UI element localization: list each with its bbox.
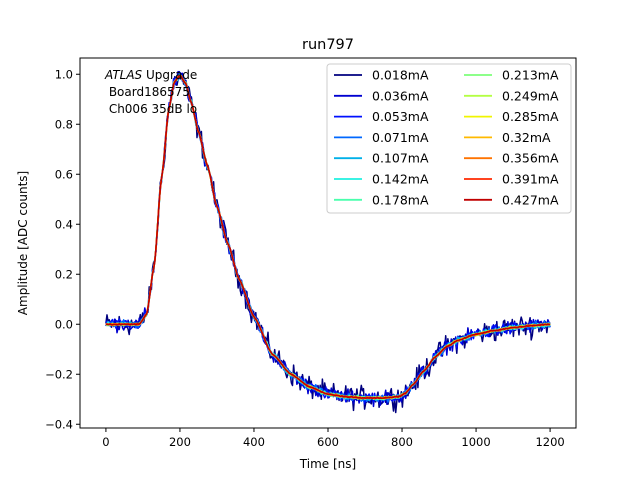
y-tick-label: 1.0: [55, 67, 73, 81]
legend-label: 0.107mA: [372, 151, 429, 166]
legend-label: 0.213mA: [502, 68, 559, 83]
legend-box: [326, 63, 572, 214]
legend-label: 0.071mA: [372, 130, 429, 145]
y-axis-label: Amplitude [ADC counts]: [16, 171, 30, 315]
atlas-annotation: ATLAS Upgrade Board186575 Ch006 35dB lo: [104, 68, 197, 116]
y-tick-label: 0.8: [55, 117, 73, 131]
x-tick-label: 400: [243, 435, 265, 449]
x-tick-label: 0: [102, 435, 109, 449]
x-axis-label: Time [ns]: [299, 457, 356, 471]
x-tick-label: 1000: [461, 435, 490, 449]
legend-label: 0.018mA: [372, 68, 429, 83]
legend-label: 0.249mA: [502, 88, 559, 103]
legend-label: 0.427mA: [502, 192, 559, 207]
y-tick-label: 0.2: [55, 267, 73, 281]
annotation-upgrade: Upgrade: [142, 68, 197, 82]
y-tick-label: 0.6: [55, 167, 73, 181]
x-tick-label: 1200: [535, 435, 564, 449]
legend: 0.018mA 0.036mA 0.053mA 0.071mA 0.107mA 0.142…: [326, 63, 572, 214]
annotation-line-2: Board186575: [105, 85, 190, 99]
legend-label: 0.391mA: [502, 172, 559, 187]
legend-label: 0.32mA: [502, 130, 551, 145]
y-tick-label: −0.4: [45, 417, 73, 431]
x-tick-label: 200: [169, 435, 191, 449]
legend-label: 0.053mA: [372, 109, 429, 124]
legend-label: 0.036mA: [372, 88, 429, 103]
x-tick-label: 600: [317, 435, 339, 449]
legend-label: 0.285mA: [502, 109, 559, 124]
y-tick-label: 0.0: [55, 317, 73, 331]
legend-label: 0.142mA: [372, 172, 429, 187]
legend-label: 0.356mA: [502, 151, 559, 166]
x-tick-label: 800: [391, 435, 413, 449]
x-axis: 0 200 400 600 800 1000 1200: [102, 428, 565, 449]
legend-label: 0.178mA: [372, 192, 429, 207]
annotation-line-3: Ch006 35dB lo: [105, 102, 197, 116]
annotation-line-1: ATLAS Upgrade: [104, 68, 197, 82]
annotation-atlas: ATLAS: [104, 68, 143, 82]
y-axis: −0.4 −0.2 0.0 0.2 0.4 0.6 0.8 1.0: [45, 67, 80, 431]
y-tick-label: 0.4: [55, 217, 73, 231]
y-tick-label: −0.2: [45, 367, 73, 381]
series-line: [105, 74, 551, 400]
chart-title: run797: [302, 37, 354, 53]
series-layer: [105, 70, 551, 414]
